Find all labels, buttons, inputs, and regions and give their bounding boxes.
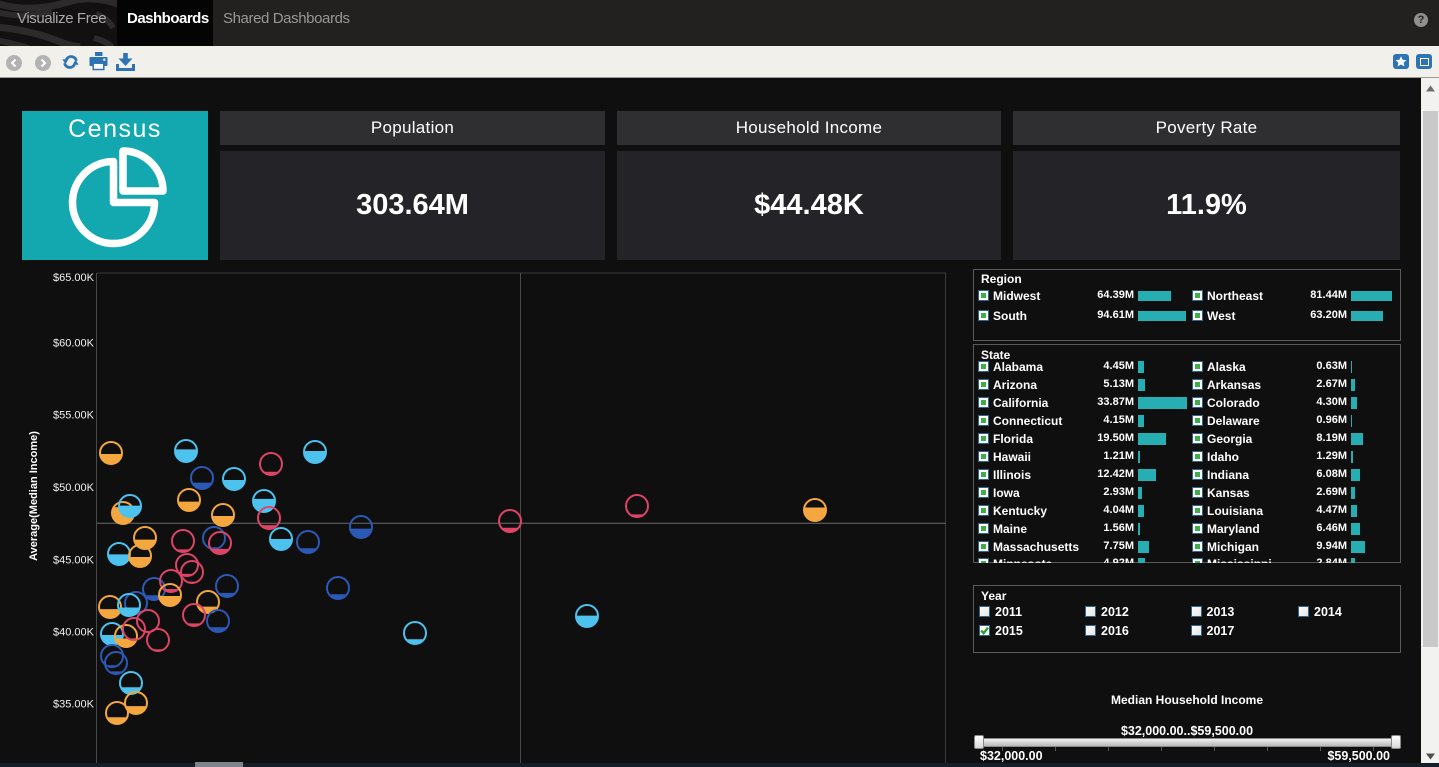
svg-text:$65.00K: $65.00K bbox=[53, 272, 95, 284]
svg-text:$55.00K: $55.00K bbox=[53, 410, 95, 422]
svg-text:$50.00K: $50.00K bbox=[53, 482, 95, 494]
svg-text:$45.00K: $45.00K bbox=[53, 555, 95, 567]
svg-text:Average(Median Income): Average(Median Income) bbox=[28, 431, 40, 561]
svg-text:$35.00K: $35.00K bbox=[53, 699, 95, 711]
svg-text:$40.00K: $40.00K bbox=[53, 627, 95, 639]
svg-text:$60.00K: $60.00K bbox=[53, 338, 95, 350]
